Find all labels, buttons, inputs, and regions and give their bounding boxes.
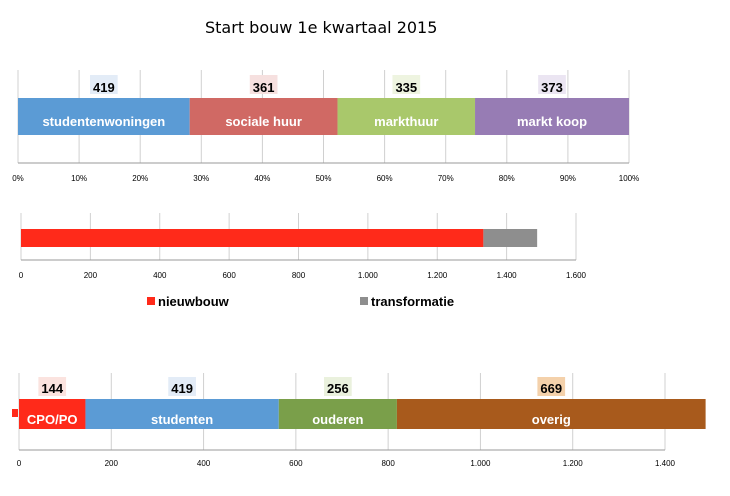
data-label-badge (168, 377, 196, 396)
bar-segment-studentenwoningen (18, 98, 190, 135)
data-label-studentenwoningen: 419 (93, 80, 115, 95)
bar-segment-ouderen (278, 399, 397, 429)
tick-label: 1.600 (566, 271, 587, 280)
tick-label: 400 (197, 459, 211, 468)
tick-label: 0 (17, 459, 22, 468)
bar-segment-overig (396, 399, 706, 429)
tick-label: 20% (132, 174, 148, 183)
tick-label: 1.200 (563, 459, 584, 468)
tick-label: 800 (292, 271, 306, 280)
tick-label: 600 (222, 271, 236, 280)
data-label-overig: 669 (540, 381, 562, 396)
legend-marker (12, 409, 18, 417)
bar-segment-markthuur (337, 98, 476, 135)
segment-label-studentenwoningen: studentenwoningen (42, 114, 165, 129)
tick-label: 800 (381, 459, 395, 468)
tick-label: 200 (84, 271, 98, 280)
chart-1-percentage: 0% 10% 20% 30% 40% 50% 60% 70% 80% 90% 100% student… (12, 70, 639, 183)
tick-label: 10% (71, 174, 87, 183)
bar-segment-cpo-po (19, 399, 86, 429)
bar-segment-transformatie (483, 229, 538, 247)
bar-segment-markt-koop (475, 98, 629, 135)
tick-label: 1.200 (427, 271, 448, 280)
tick-label: 50% (315, 174, 331, 183)
tick-label: 60% (377, 174, 393, 183)
data-label-badge (538, 75, 566, 94)
data-label-badge (38, 377, 67, 396)
data-label-badge (249, 75, 278, 94)
bar-segment-sociale-huur (189, 98, 338, 135)
data-label-markthuur: 335 (395, 80, 417, 95)
tick-label: 1.400 (497, 271, 518, 280)
tick-label: 600 (289, 459, 303, 468)
bar-segment-studenten (85, 399, 279, 429)
data-label-cpo-po: 144 (41, 381, 63, 396)
tick-label: 40% (254, 174, 270, 183)
data-label-markt-koop: 373 (541, 80, 563, 95)
tick-label: 400 (153, 271, 167, 280)
tick-label: 1.000 (470, 459, 491, 468)
data-label-badge (537, 377, 566, 396)
segment-label-ouderen: ouderen (312, 412, 363, 427)
chart-2-nieuwbouw-transformatie: 0 200 400 600 800 1.000 1.200 1.400 1.600 nieuwbo… (19, 213, 587, 309)
segment-label-sociale-huur: sociale huur (225, 114, 302, 129)
tick-label: 200 (105, 459, 119, 468)
segment-label-markthuur: markthuur (374, 114, 438, 129)
chart-3-doelgroepen: 0 200 400 600 800 1.000 1.200 1.400 CPO/PO 144 stu… (12, 373, 706, 468)
chart-title: Start bouw 1e kwartaal 2015 (205, 18, 437, 37)
tick-label: 100% (619, 174, 639, 183)
tick-label: 0 (19, 271, 24, 280)
data-label-badge (392, 75, 421, 94)
data-label-studenten: 419 (171, 381, 193, 396)
data-label-badge (323, 377, 352, 396)
legend-swatch-transformatie (360, 297, 368, 305)
legend-swatch-nieuwbouw (147, 297, 155, 305)
segment-label-cpo-po: CPO/PO (27, 412, 78, 427)
data-label-sociale-huur: 361 (253, 80, 275, 95)
tick-label: 0% (12, 174, 24, 183)
tick-label: 70% (438, 174, 454, 183)
legend-label-nieuwbouw: nieuwbouw (158, 294, 230, 309)
bar-segment-nieuwbouw (21, 229, 484, 247)
tick-label: 1.400 (655, 459, 676, 468)
segment-label-markt-koop: markt koop (517, 114, 587, 129)
segment-label-studenten: studenten (151, 412, 213, 427)
tick-label: 30% (193, 174, 209, 183)
legend-label-transformatie: transformatie (371, 294, 454, 309)
tick-label: 1.000 (358, 271, 379, 280)
tick-label: 90% (560, 174, 576, 183)
data-label-badge (89, 75, 118, 94)
tick-label: 80% (499, 174, 515, 183)
segment-label-overig: overig (532, 412, 571, 427)
data-label-ouderen: 256 (327, 381, 349, 396)
